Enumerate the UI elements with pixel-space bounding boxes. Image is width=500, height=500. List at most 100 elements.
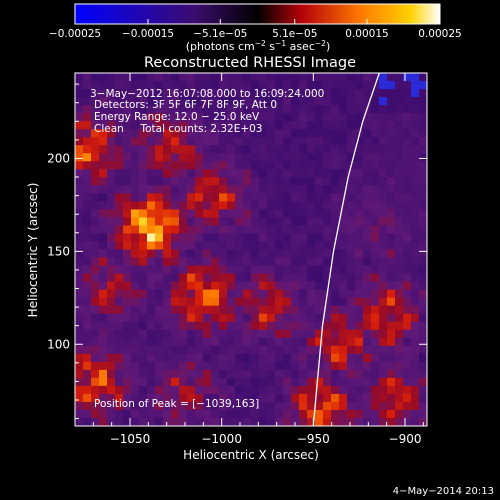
heatmap-cell: [155, 89, 164, 98]
heatmap-cell: [91, 417, 100, 426]
heatmap-cell: [187, 129, 196, 138]
heatmap-cell: [235, 209, 244, 219]
heatmap-cell: [99, 209, 108, 219]
heatmap-cell: [83, 153, 92, 162]
colorbar-ticks: −0.00025 −0.00015 −5.1e−05 5.1e−05 0.00015 0.…: [49, 19, 462, 40]
heatmap-cell: [163, 401, 172, 411]
heatmap-cell: [387, 177, 396, 186]
heatmap-cell: [139, 73, 148, 82]
heatmap-cell: [267, 337, 276, 347]
heatmap-cell: [267, 305, 276, 315]
heatmap-cell: [347, 321, 356, 331]
heatmap-cell: [419, 217, 427, 227]
heatmap-cell: [363, 161, 372, 170]
heatmap-cell: [307, 289, 316, 299]
heatmap-cell: [251, 393, 260, 403]
heatmap-cell: [235, 145, 244, 154]
heatmap-cell: [115, 137, 124, 146]
heatmap-cell: [387, 305, 396, 315]
heatmap-cell: [323, 329, 332, 339]
heatmap-cell: [419, 97, 427, 106]
heatmap-cell: [91, 185, 100, 194]
heatmap-cell: [203, 385, 212, 395]
heatmap-cell: [107, 121, 116, 130]
heatmap-cell: [347, 409, 356, 419]
heatmap-cell: [355, 305, 364, 315]
heatmap-cell: [235, 377, 244, 387]
heatmap-cell: [299, 225, 308, 235]
heatmap-cell: [243, 169, 252, 178]
heatmap-cell: [387, 417, 396, 426]
heatmap-cell: [171, 121, 180, 130]
heatmap-cell: [235, 201, 244, 210]
heatmap-cell: [331, 145, 340, 154]
heatmap-cell: [211, 185, 220, 194]
heatmap-cell: [147, 209, 156, 219]
heatmap-cell: [99, 105, 108, 114]
heatmap-cell: [179, 161, 188, 170]
heatmap-cell: [307, 321, 316, 331]
heatmap-cell: [235, 153, 244, 162]
heatmap-cell: [371, 273, 380, 283]
heatmap-cell: [243, 257, 252, 267]
heatmap-cell: [163, 193, 172, 202]
heatmap-cell: [115, 81, 124, 90]
heatmap-cell: [275, 73, 284, 82]
heatmap-cell: [339, 241, 348, 251]
heatmap-cell: [315, 137, 324, 146]
heatmap-cell: [123, 265, 132, 275]
heatmap-cell: [139, 353, 148, 363]
heatmap-cell: [371, 153, 380, 162]
heatmap-cell: [371, 305, 380, 315]
heatmap-cell: [275, 193, 284, 202]
heatmap-cell: [179, 369, 188, 379]
heatmap-cell: [331, 305, 340, 315]
heatmap-cell: [267, 89, 276, 98]
heatmap-cell: [107, 89, 116, 98]
heatmap-cell: [203, 137, 212, 146]
heatmap-cell: [379, 113, 388, 122]
heatmap-cell: [275, 217, 284, 227]
heatmap-cell: [195, 297, 204, 307]
x-tick-label: −900: [389, 432, 422, 446]
heatmap-cell: [115, 337, 124, 347]
heatmap-cell: [203, 81, 212, 90]
heatmap-cell: [75, 169, 84, 178]
heatmap-cell: [211, 137, 220, 146]
heatmap-cell: [339, 369, 348, 379]
heatmap-cell: [83, 217, 92, 227]
heatmap-cell: [411, 145, 420, 154]
heatmap-cell: [339, 185, 348, 194]
heatmap-cell: [331, 241, 340, 251]
heatmap-cell: [411, 257, 420, 267]
heatmap-cell: [83, 169, 92, 178]
heatmap-cell: [227, 113, 236, 122]
heatmap-cell: [187, 337, 196, 347]
heatmap-cell: [395, 233, 404, 243]
heatmap-cell: [91, 241, 100, 251]
heatmap-cell: [411, 361, 420, 371]
heatmap-cell: [299, 329, 308, 339]
heatmap-cell: [163, 417, 172, 426]
heatmap-cell: [211, 105, 220, 114]
heatmap-cell: [379, 265, 388, 275]
heatmap-cell: [275, 369, 284, 379]
heatmap-cell: [315, 177, 324, 186]
heatmap-cell: [91, 217, 100, 227]
heatmap-cell: [275, 273, 284, 283]
heatmap-cell: [187, 153, 196, 162]
heatmap-cell: [283, 305, 292, 315]
heatmap-cell: [107, 217, 116, 227]
heatmap-cell: [259, 121, 268, 130]
heatmap-cell: [227, 241, 236, 251]
x-tick-label: −950: [297, 432, 330, 446]
heatmap-cell: [251, 273, 260, 283]
heatmap-cell: [267, 273, 276, 283]
heatmap-cell: [219, 273, 228, 283]
heatmap-cell: [283, 225, 292, 235]
heatmap-cell: [307, 145, 316, 154]
heatmap-cell: [371, 409, 380, 419]
heatmap-cell: [251, 201, 260, 210]
heatmap-cell: [107, 129, 116, 138]
heatmap-cell: [91, 129, 100, 138]
